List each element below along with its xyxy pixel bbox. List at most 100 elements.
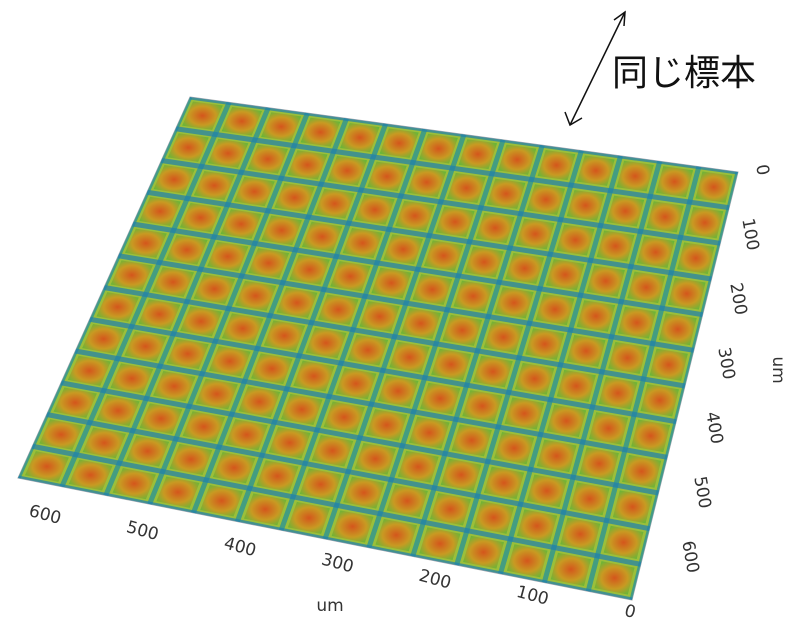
surface-cell: [261, 215, 302, 246]
x-tick-label: 400: [222, 533, 259, 561]
surface-cell: [193, 273, 236, 304]
surface-cell: [221, 313, 264, 344]
surface-cell: [617, 306, 656, 339]
surface-cell: [340, 123, 380, 153]
surface-cell: [631, 419, 671, 453]
surface-cell: [251, 353, 293, 385]
surface-cell: [24, 451, 69, 482]
surface-cell: [289, 254, 330, 285]
surface-cell: [442, 314, 483, 346]
surface-cell: [331, 510, 374, 543]
surface-cell: [536, 439, 577, 473]
surface-cell: [347, 334, 389, 366]
surface-cell: [314, 188, 355, 219]
surface-cell: [606, 195, 645, 227]
surface-cell: [658, 313, 697, 346]
surface-cell: [556, 369, 596, 402]
surface-cell: [195, 378, 238, 410]
surface-cell: [207, 138, 249, 168]
surface-cell: [124, 228, 167, 258]
surface-cell: [200, 484, 243, 517]
surface-cell: [256, 460, 299, 492]
surface-cell: [598, 376, 638, 410]
surface-cell: [383, 234, 424, 265]
surface-cell: [655, 166, 694, 198]
surface-cell: [359, 301, 400, 332]
surface-cell: [588, 412, 629, 445]
surface-cell: [453, 280, 493, 312]
surface-cell: [225, 419, 268, 451]
surface-groove: [103, 285, 686, 389]
surface-groove: [160, 158, 721, 246]
surface-cell: [327, 155, 368, 186]
surface-cell: [560, 517, 601, 551]
surface-cell: [494, 287, 534, 319]
surface-cell: [167, 133, 209, 162]
surface-cell: [400, 307, 441, 339]
surface-cell: [82, 427, 127, 459]
surface-cell: [276, 287, 318, 318]
surface-cell: [182, 101, 223, 130]
surface-cell: [287, 150, 328, 180]
surface-cell: [371, 267, 412, 299]
surface-cell: [463, 535, 505, 569]
surface-cell: [110, 260, 153, 290]
surface-cell: [608, 341, 647, 374]
surface-cell: [343, 476, 385, 509]
arrow-head: [613, 10, 626, 27]
surface-cell: [616, 160, 654, 192]
surface-cell: [268, 427, 311, 459]
surface-cell: [366, 409, 408, 441]
surface-cell: [526, 474, 567, 508]
y-tick-label: 300: [713, 346, 738, 381]
surface-cell: [686, 206, 724, 239]
surface-cell: [636, 236, 675, 268]
surface-cell: [386, 484, 428, 518]
surface-cell: [498, 144, 537, 175]
surface-cell: [335, 368, 377, 400]
surface-cell: [483, 466, 525, 500]
surface-cell: [96, 395, 140, 426]
surface-cell: [126, 435, 170, 467]
surface-cell: [156, 476, 200, 508]
surface-cell: [234, 176, 275, 207]
surface-cell: [408, 416, 450, 449]
y-tick-label: 100: [737, 217, 762, 252]
surface-cell: [447, 172, 486, 204]
surface-cell: [576, 300, 616, 332]
surface-cell: [301, 221, 343, 252]
surface-cell: [646, 201, 684, 233]
surface-cell: [535, 293, 575, 326]
surface-cell: [464, 246, 504, 278]
surface-cell: [179, 203, 222, 233]
arrow-head: [564, 111, 583, 127]
surface-cell: [323, 401, 365, 433]
surface-cell: [248, 248, 290, 279]
surface-cell: [342, 227, 383, 259]
surface-cell: [354, 194, 395, 225]
surface-groove: [46, 412, 651, 532]
surface-cell: [546, 404, 587, 438]
surface-cell: [419, 133, 458, 164]
surface-cell: [166, 235, 208, 265]
surface-cell: [451, 424, 492, 457]
surface-cell: [317, 294, 359, 325]
surface-cell: [667, 277, 706, 310]
surface-cell: [311, 434, 354, 467]
surface-cell: [462, 390, 503, 422]
surface-groove: [74, 348, 668, 460]
surface-cell: [550, 552, 592, 586]
surface-cell: [375, 518, 417, 552]
surface-cell: [153, 165, 195, 194]
surface-cell: [377, 375, 419, 407]
surface-cell: [505, 252, 545, 284]
annotation: 同じ標本: [612, 53, 756, 94]
surface-cell: [53, 387, 97, 418]
surface-cell: [423, 240, 464, 271]
surface-cell: [367, 161, 407, 192]
surface-cell: [516, 509, 558, 543]
surface-cell: [569, 482, 610, 516]
surface-groove: [175, 126, 730, 211]
surface-cell: [537, 149, 576, 181]
y-tick-label: 400: [701, 410, 726, 445]
